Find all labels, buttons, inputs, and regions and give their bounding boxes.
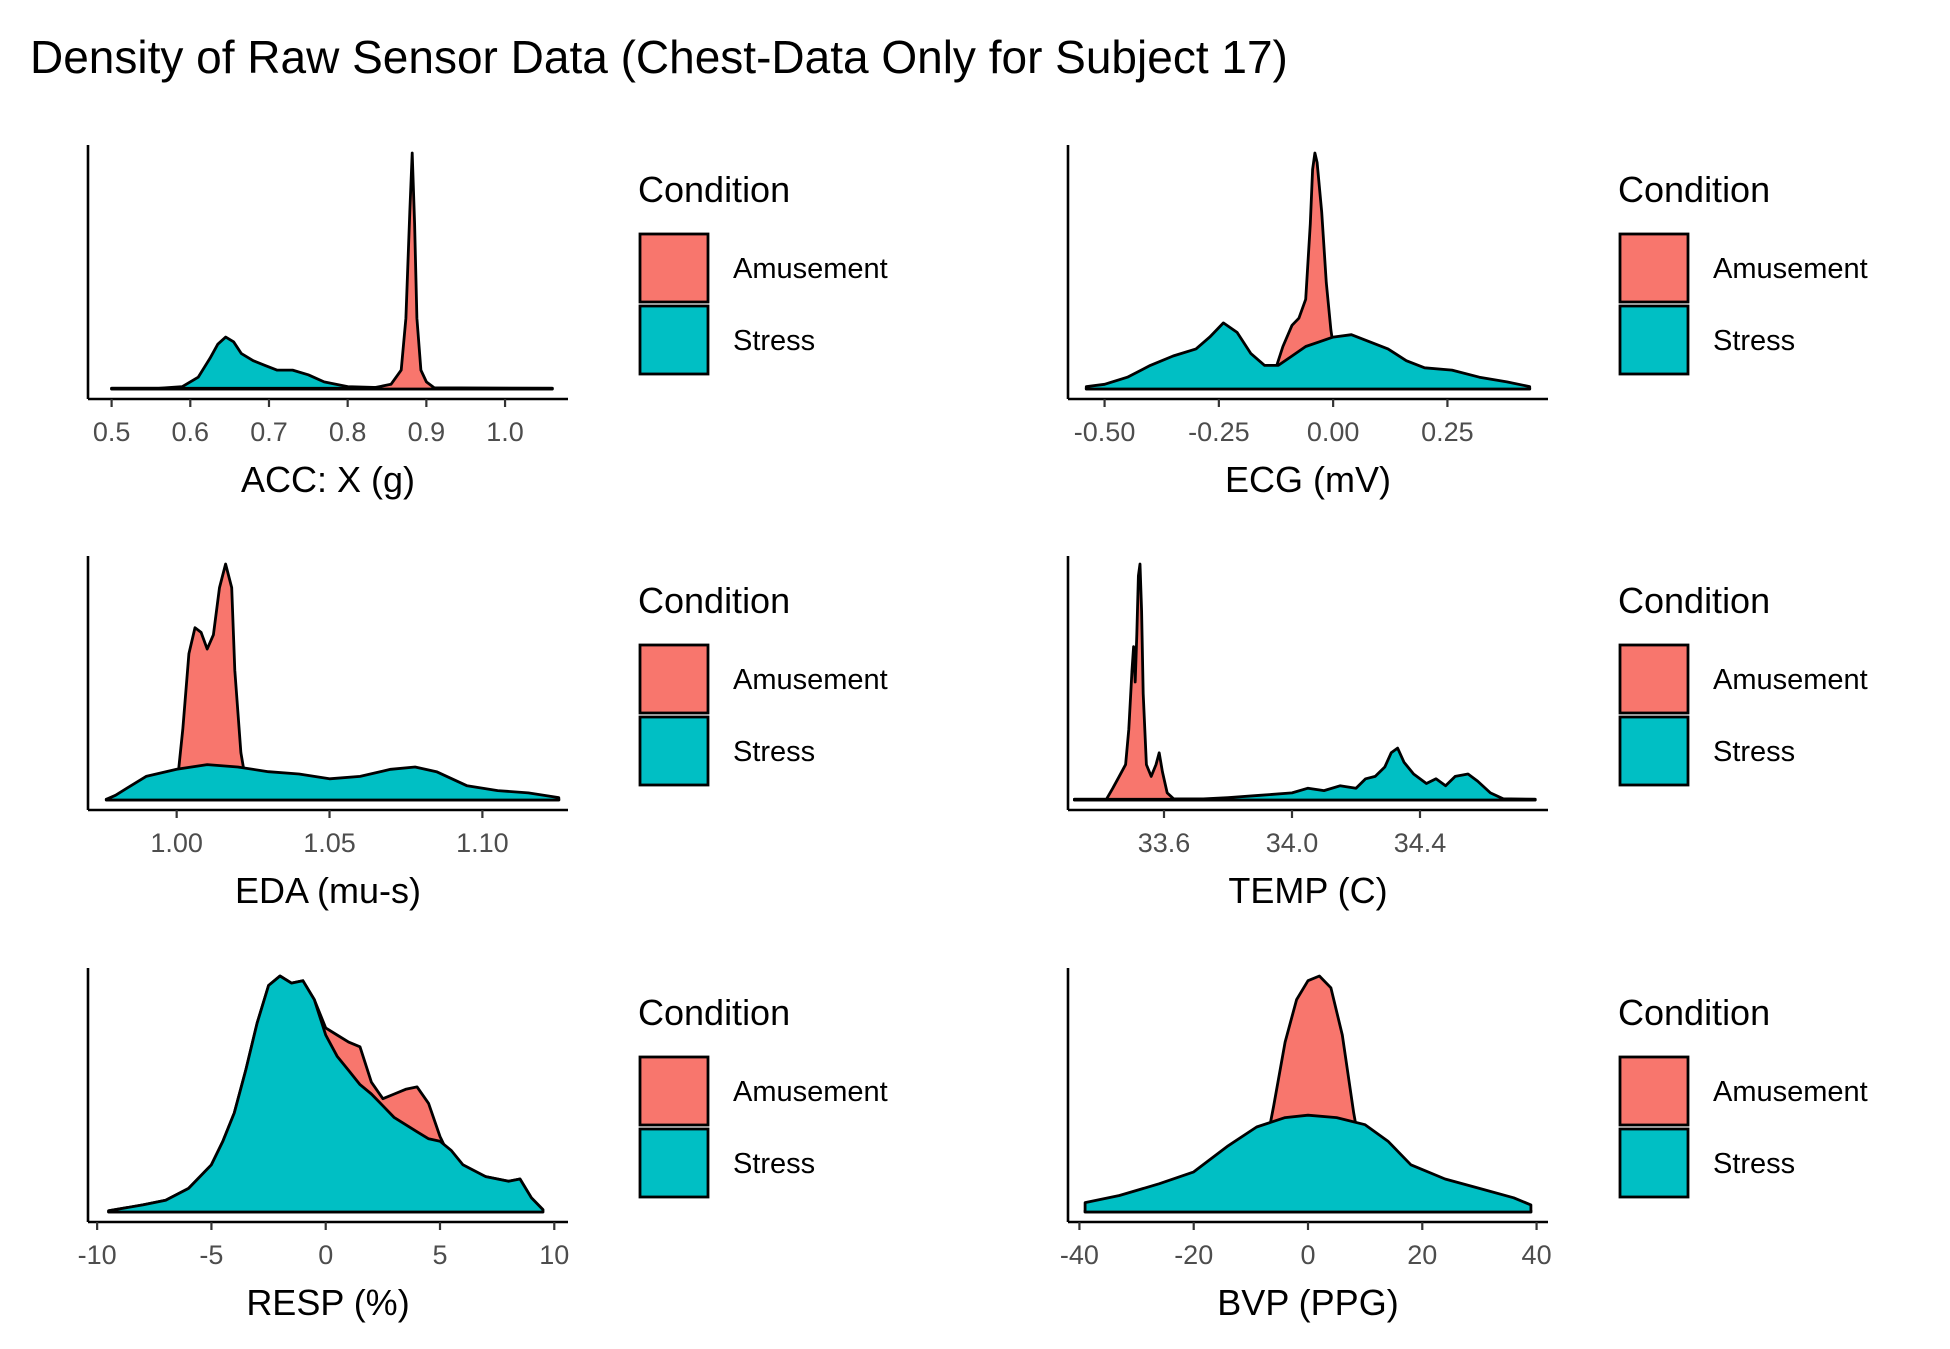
x-tick-label: -0.25 (1188, 417, 1250, 447)
x-tick-label: 0.8 (329, 417, 367, 447)
x-tick-label: -40 (1060, 1240, 1099, 1270)
legend-label-amusement: Amusement (1713, 664, 1868, 696)
legend-label-stress: Stress (1713, 325, 1795, 357)
legend-key-stress (638, 1127, 710, 1199)
x-tick-label: 1.00 (150, 828, 203, 858)
x-axis-title: RESP (%) (246, 1282, 409, 1323)
x-tick-label: -10 (78, 1240, 117, 1270)
x-tick-label: 0 (318, 1240, 333, 1270)
legend: Condition Amusement Stress (1618, 169, 1868, 376)
legend-label-stress: Stress (1713, 1148, 1795, 1180)
legend-label-stress: Stress (1713, 736, 1795, 768)
legend: Condition Amusement Stress (638, 169, 888, 376)
x-tick-label: 34.4 (1394, 828, 1447, 858)
x-tick-label: 1.0 (486, 417, 524, 447)
x-tick-label: -20 (1174, 1240, 1213, 1270)
legend: Condition Amusement Stress (638, 580, 888, 787)
legend-key-stress (1618, 1127, 1690, 1199)
legend-label-amusement: Amusement (733, 664, 888, 696)
density-panel: -0.50 -0.25 0.00 0.25 ECG (mV) Condition Amuse… (1066, 145, 1868, 500)
x-axis-title: TEMP (C) (1228, 870, 1387, 911)
legend-key-amusement (638, 643, 710, 715)
x-tick-label: 0.5 (93, 417, 131, 447)
x-tick-label: 10 (539, 1240, 569, 1270)
density-area-stress (104, 763, 561, 802)
x-axis-title: ECG (mV) (1225, 459, 1391, 500)
legend-title: Condition (638, 992, 790, 1033)
x-tick-label: 1.10 (456, 828, 509, 858)
x-tick-label: -5 (199, 1240, 223, 1270)
density-panel: 1.00 1.05 1.10 EDA (mu-s) Condition Amusement… (86, 556, 888, 911)
density-panel: -40 -20 0 20 40 BVP (PPG) Condition Amusement St… (1060, 968, 1868, 1323)
legend-key-stress (1618, 304, 1690, 376)
legend-label-amusement: Amusement (1713, 1076, 1868, 1108)
legend-key-amusement (1618, 1055, 1690, 1127)
density-panel: -10 -5 0 5 10 RESP (%) Condition Amusement Stres… (78, 968, 888, 1323)
legend-key-stress (638, 304, 710, 376)
x-tick-label: 5 (432, 1240, 447, 1270)
x-tick-label: 0.9 (408, 417, 446, 447)
density-area-stress (1073, 746, 1537, 802)
legend-label-stress: Stress (733, 736, 815, 768)
legend-key-amusement (1618, 643, 1690, 715)
legend-label-stress: Stress (733, 325, 815, 357)
density-area-stress (110, 335, 554, 391)
x-tick-label: 40 (1522, 1240, 1552, 1270)
x-tick-label: 33.6 (1138, 828, 1191, 858)
density-area-amusement (110, 151, 554, 391)
density-area-amusement (104, 562, 561, 802)
x-axis-title: ACC: X (g) (241, 459, 415, 500)
x-tick-label: 34.0 (1266, 828, 1319, 858)
legend-title: Condition (1618, 169, 1770, 210)
figure-title: Density of Raw Sensor Data (Chest-Data O… (30, 31, 1288, 83)
legend-key-stress (638, 715, 710, 787)
legend-title: Condition (1618, 992, 1770, 1033)
legend-label-amusement: Amusement (733, 1076, 888, 1108)
legend: Condition Amusement Stress (638, 992, 888, 1199)
legend-title: Condition (1618, 580, 1770, 621)
legend: Condition Amusement Stress (1618, 580, 1868, 787)
legend-label-amusement: Amusement (733, 253, 888, 285)
legend-key-amusement (1618, 232, 1690, 304)
x-tick-label: 0.00 (1307, 417, 1360, 447)
legend-key-stress (1618, 715, 1690, 787)
x-tick-label: 20 (1407, 1240, 1437, 1270)
x-tick-label: 0.6 (172, 417, 210, 447)
density-area-stress (107, 974, 545, 1214)
density-area-amusement (1073, 562, 1537, 802)
density-area-stress (1083, 1113, 1533, 1214)
density-panel: 0.5 0.6 0.7 0.8 0.9 1.0 ACC: X (g) Condition Amu… (86, 145, 888, 500)
legend-key-amusement (638, 1055, 710, 1127)
x-axis-title: BVP (PPG) (1217, 1282, 1398, 1323)
legend-title: Condition (638, 169, 790, 210)
x-tick-label: 0.25 (1421, 417, 1474, 447)
x-tick-label: 1.05 (303, 828, 356, 858)
legend-label-amusement: Amusement (1713, 253, 1868, 285)
x-tick-label: 0.7 (250, 417, 288, 447)
legend-key-amusement (638, 232, 710, 304)
legend-title: Condition (638, 580, 790, 621)
x-tick-label: -0.50 (1074, 417, 1136, 447)
legend-label-stress: Stress (733, 1148, 815, 1180)
density-area-stress (1084, 321, 1532, 391)
x-tick-label: 0 (1300, 1240, 1315, 1270)
legend: Condition Amusement Stress (1618, 992, 1868, 1199)
x-axis-title: EDA (mu-s) (235, 870, 421, 911)
